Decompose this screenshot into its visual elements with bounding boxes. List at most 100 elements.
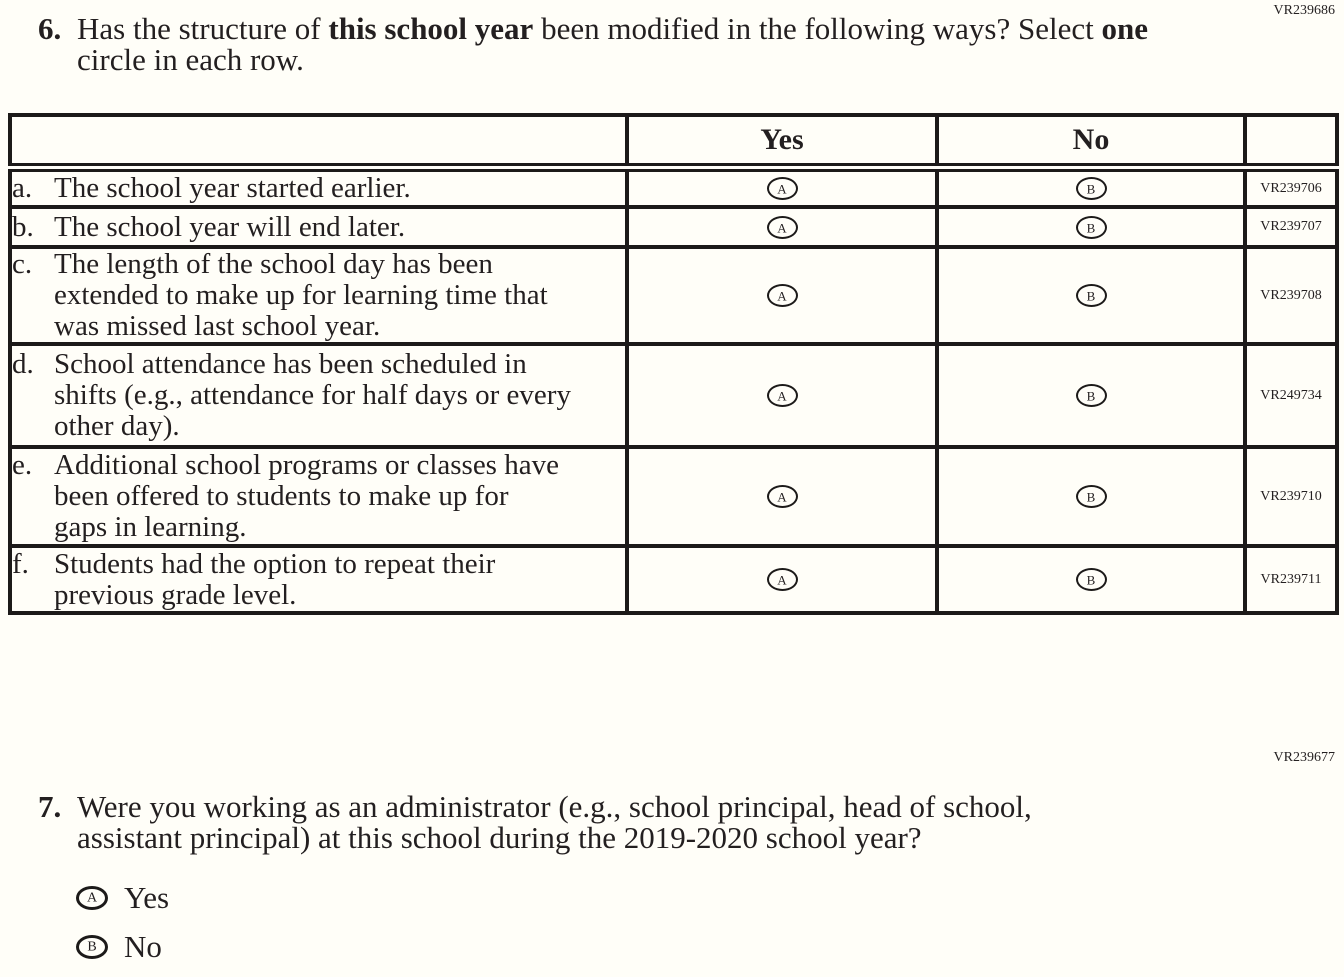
form-code-q7: VR239677	[1273, 750, 1335, 765]
no-cell: B	[935, 245, 1247, 346]
question-6-line1: Has the structure of this school year be…	[77, 13, 1148, 44]
bubble-letter-a: A	[777, 489, 787, 505]
question-6: 6. Has the structure of this school year…	[38, 13, 1148, 75]
no-cell: B	[935, 342, 1247, 449]
question-7-line2: assistant principal) at this school duri…	[77, 820, 922, 855]
q7-answer-bubble-yes[interactable]: A	[76, 885, 108, 910]
bubble-letter-b: B	[1086, 572, 1096, 588]
table-row-a: a. The school year started earlier. A B …	[8, 165, 1339, 209]
no-cell: B	[935, 445, 1247, 548]
row-letter: c.	[12, 248, 33, 280]
row-statement-cell: f. Students had the option to repeat the…	[8, 544, 629, 615]
yes-cell: A	[625, 245, 939, 346]
row-statement: The school year started earlier.	[54, 172, 411, 204]
table-row-f: f. Students had the option to repeat the…	[8, 544, 1339, 615]
option-yes: A Yes	[76, 882, 169, 913]
col-header-blank-statement	[8, 113, 629, 172]
answer-bubble-yes[interactable]: A	[766, 284, 798, 307]
answer-bubble-yes[interactable]: A	[766, 568, 798, 591]
answer-bubble-no[interactable]: B	[1075, 215, 1107, 239]
bubble-letter-a: A	[777, 572, 787, 588]
question-6-number: 6.	[38, 11, 62, 46]
bubble-letter-b: B	[1086, 489, 1096, 505]
row-code: VR239711	[1243, 544, 1339, 615]
answer-bubble-yes[interactable]: A	[766, 485, 798, 508]
question-7-line1: Were you working as an administrator (e.…	[77, 789, 1032, 824]
table-row-b: b. The school year will end later. A B V…	[8, 205, 1339, 249]
question-6-line2: circle in each row.	[77, 42, 304, 77]
col-header-yes: Yes	[625, 113, 939, 172]
bubble-letter-a: A	[777, 288, 787, 304]
no-cell: B	[935, 205, 1247, 249]
row-code: VR249734	[1243, 342, 1339, 449]
col-header-no: No	[935, 113, 1247, 172]
question-7-number: 7.	[38, 789, 62, 824]
row-statement: was missed last school year.	[54, 310, 381, 342]
row-letter: d.	[12, 348, 34, 380]
form-code-top: VR239686	[1273, 3, 1335, 18]
row-statement: shifts (e.g., attendance for half days o…	[54, 379, 571, 411]
option-no: B No	[76, 931, 162, 962]
row-code: VR239707	[1243, 205, 1339, 249]
row-statement-cell: a. The school year started earlier.	[8, 165, 629, 209]
no-cell: B	[935, 165, 1247, 209]
row-code: VR239710	[1243, 445, 1339, 548]
bubble-letter-b: B	[1086, 220, 1096, 235]
table-row-c: c. The length of the school day has been…	[8, 245, 1339, 346]
row-letter: a.	[12, 172, 33, 204]
bubble-letter-b: B	[1086, 388, 1096, 404]
answer-bubble-no[interactable]: B	[1075, 485, 1107, 508]
bubble-letter-a: A	[777, 388, 787, 404]
answer-bubble-no[interactable]: B	[1075, 284, 1107, 307]
row-code: VR239706	[1243, 165, 1339, 209]
question-6-bold-one: one	[1101, 11, 1149, 46]
answer-bubble-no[interactable]: B	[1075, 384, 1107, 407]
row-code: VR239708	[1243, 245, 1339, 346]
row-statement: previous grade level.	[54, 578, 297, 611]
row-letter: f.	[12, 547, 29, 580]
yes-cell: A	[625, 445, 939, 548]
question-6-seg1: Has the structure of	[77, 11, 329, 46]
row-statement: The school year will end later.	[54, 210, 406, 243]
row-statement: been offered to students to make up for	[54, 480, 509, 512]
row-statement-cell: b. The school year will end later.	[8, 205, 629, 249]
bubble-letter-b: B	[1086, 181, 1096, 197]
yes-cell: A	[625, 342, 939, 449]
question-7-text: Were you working as an administrator (e.…	[77, 791, 1032, 853]
row-statement: extended to make up for learning time th…	[54, 279, 548, 311]
row-letter: e.	[12, 449, 33, 481]
row-statement: gaps in learning.	[54, 511, 247, 543]
answer-bubble-yes[interactable]: A	[766, 215, 798, 239]
row-statement-cell: c. The length of the school day has been…	[8, 245, 629, 346]
option-no-label: No	[124, 929, 162, 964]
table-header-row: Yes No	[8, 113, 1339, 172]
row-statement: Students had the option to repeat their	[54, 547, 496, 580]
row-statement-cell: d. School attendance has been scheduled …	[8, 342, 629, 449]
yes-cell: A	[625, 205, 939, 249]
bubble-letter-a: A	[86, 890, 98, 905]
bubble-letter-a: A	[777, 181, 787, 197]
response-table: Yes No a. The school year started earlie…	[8, 113, 1339, 615]
answer-bubble-no[interactable]: B	[1075, 568, 1107, 591]
yes-cell: A	[625, 544, 939, 615]
bubble-letter-a: A	[777, 220, 787, 235]
bubble-letter-b: B	[1086, 288, 1096, 304]
bubble-letter-b: B	[87, 939, 97, 954]
answer-bubble-yes[interactable]: A	[766, 177, 798, 200]
row-statement: School attendance has been scheduled in	[54, 348, 527, 380]
q7-answer-bubble-no[interactable]: B	[76, 934, 108, 959]
col-header-blank-code	[1243, 113, 1339, 172]
answer-bubble-yes[interactable]: A	[766, 384, 798, 407]
question-6-seg3: been modified in the following ways? Sel…	[533, 11, 1102, 46]
row-statement: The length of the school day has been	[54, 248, 493, 280]
row-statement-cell: e. Additional school programs or classes…	[8, 445, 629, 548]
no-cell: B	[935, 544, 1247, 615]
row-statement: other day).	[54, 410, 180, 442]
question-6-bold-this-school-year: this school year	[328, 11, 534, 46]
answer-bubble-no[interactable]: B	[1075, 177, 1107, 200]
option-yes-label: Yes	[124, 880, 170, 915]
row-statement: Additional school programs or classes ha…	[54, 449, 559, 481]
table-row-d: d. School attendance has been scheduled …	[8, 342, 1339, 449]
row-letter: b.	[12, 210, 34, 243]
